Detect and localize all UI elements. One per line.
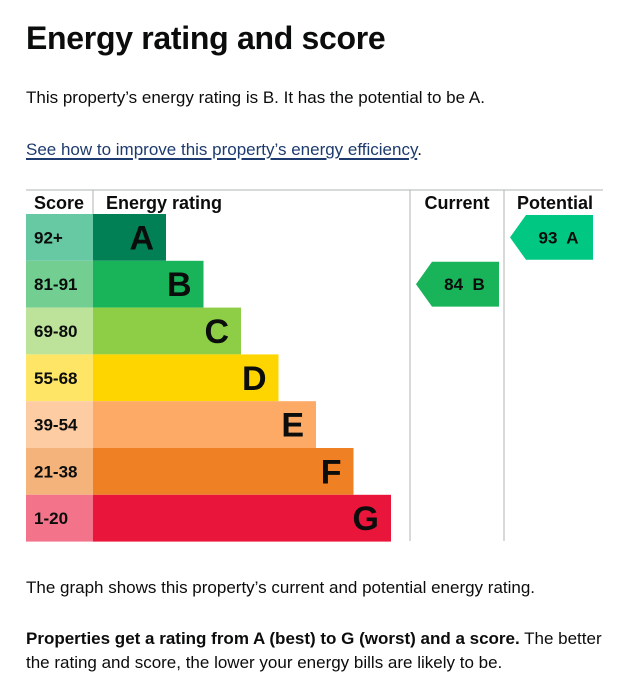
rating-letter-e: E [281,407,304,445]
energy-rating-chart: 92+ A81-91 B69-80 C55-68 D39-54 E21-38 F1-20 G … [26,189,603,542]
potential-rating-label: 93 A [538,228,578,247]
header-energy-rating: Energy rating [106,193,222,213]
potential-rating-arrow [510,215,593,260]
legend-note-rest: The better the rating and score, the low… [26,629,602,672]
header-score: Score [34,193,84,213]
chart-grid-lines [26,189,603,541]
rating-letter-g: G [353,500,379,538]
rating-bar-e [93,401,316,448]
rating-bar-d [93,354,279,402]
rating-letter-a: A [129,219,154,257]
score-cell-c [26,307,93,355]
score-cell-a [26,214,93,261]
header-potential: Potential [517,193,593,213]
score-range-c: 69-80 [34,322,77,341]
rating-letter-c: C [204,313,229,351]
rating-bar-b [93,260,204,308]
improve-suffix: . [417,140,422,159]
legend-note-bold: Properties get a rating from A (best) to… [26,629,520,648]
current-rating-label: 84 B [444,275,485,294]
rating-bar-a [93,214,166,261]
improve-paragraph: See how to improve this property’s energ… [26,138,626,162]
score-cell-e [26,401,93,448]
rating-bar-g [93,494,391,542]
header-current: Current [424,193,489,213]
rating-arrows: 84 B 93 A [416,215,593,307]
rating-bar-c [93,307,241,355]
rating-bar-f [93,448,354,495]
score-range-g: 1-20 [34,509,68,528]
page-title: Energy rating and score [26,20,386,56]
score-range-a: 92+ [34,228,63,247]
score-range-e: 39-54 [34,416,78,435]
rating-letter-f: F [321,453,342,491]
graph-note: The graph shows this property’s current … [26,578,536,597]
score-cell-g [26,494,93,542]
score-range-b: 81-91 [34,275,77,294]
rating-bands: 92+ A 81-91 B 69-80 C 55-68 D 39-54 E 21-38 F 1-20 G [26,214,391,542]
score-cell-f [26,448,93,495]
intro-text: This property’s energy rating is B. It h… [26,88,485,107]
rating-letter-d: D [242,360,267,398]
improve-efficiency-link[interactable]: See how to improve this property’s energ… [26,140,418,159]
rating-letter-b: B [167,266,192,304]
score-cell-d [26,354,93,402]
score-range-d: 55-68 [34,369,77,388]
score-cell-b [26,260,93,308]
current-rating-arrow [416,261,499,307]
score-range-f: 21-38 [34,462,77,481]
legend-note: Properties get a rating from A (best) to… [26,627,626,675]
